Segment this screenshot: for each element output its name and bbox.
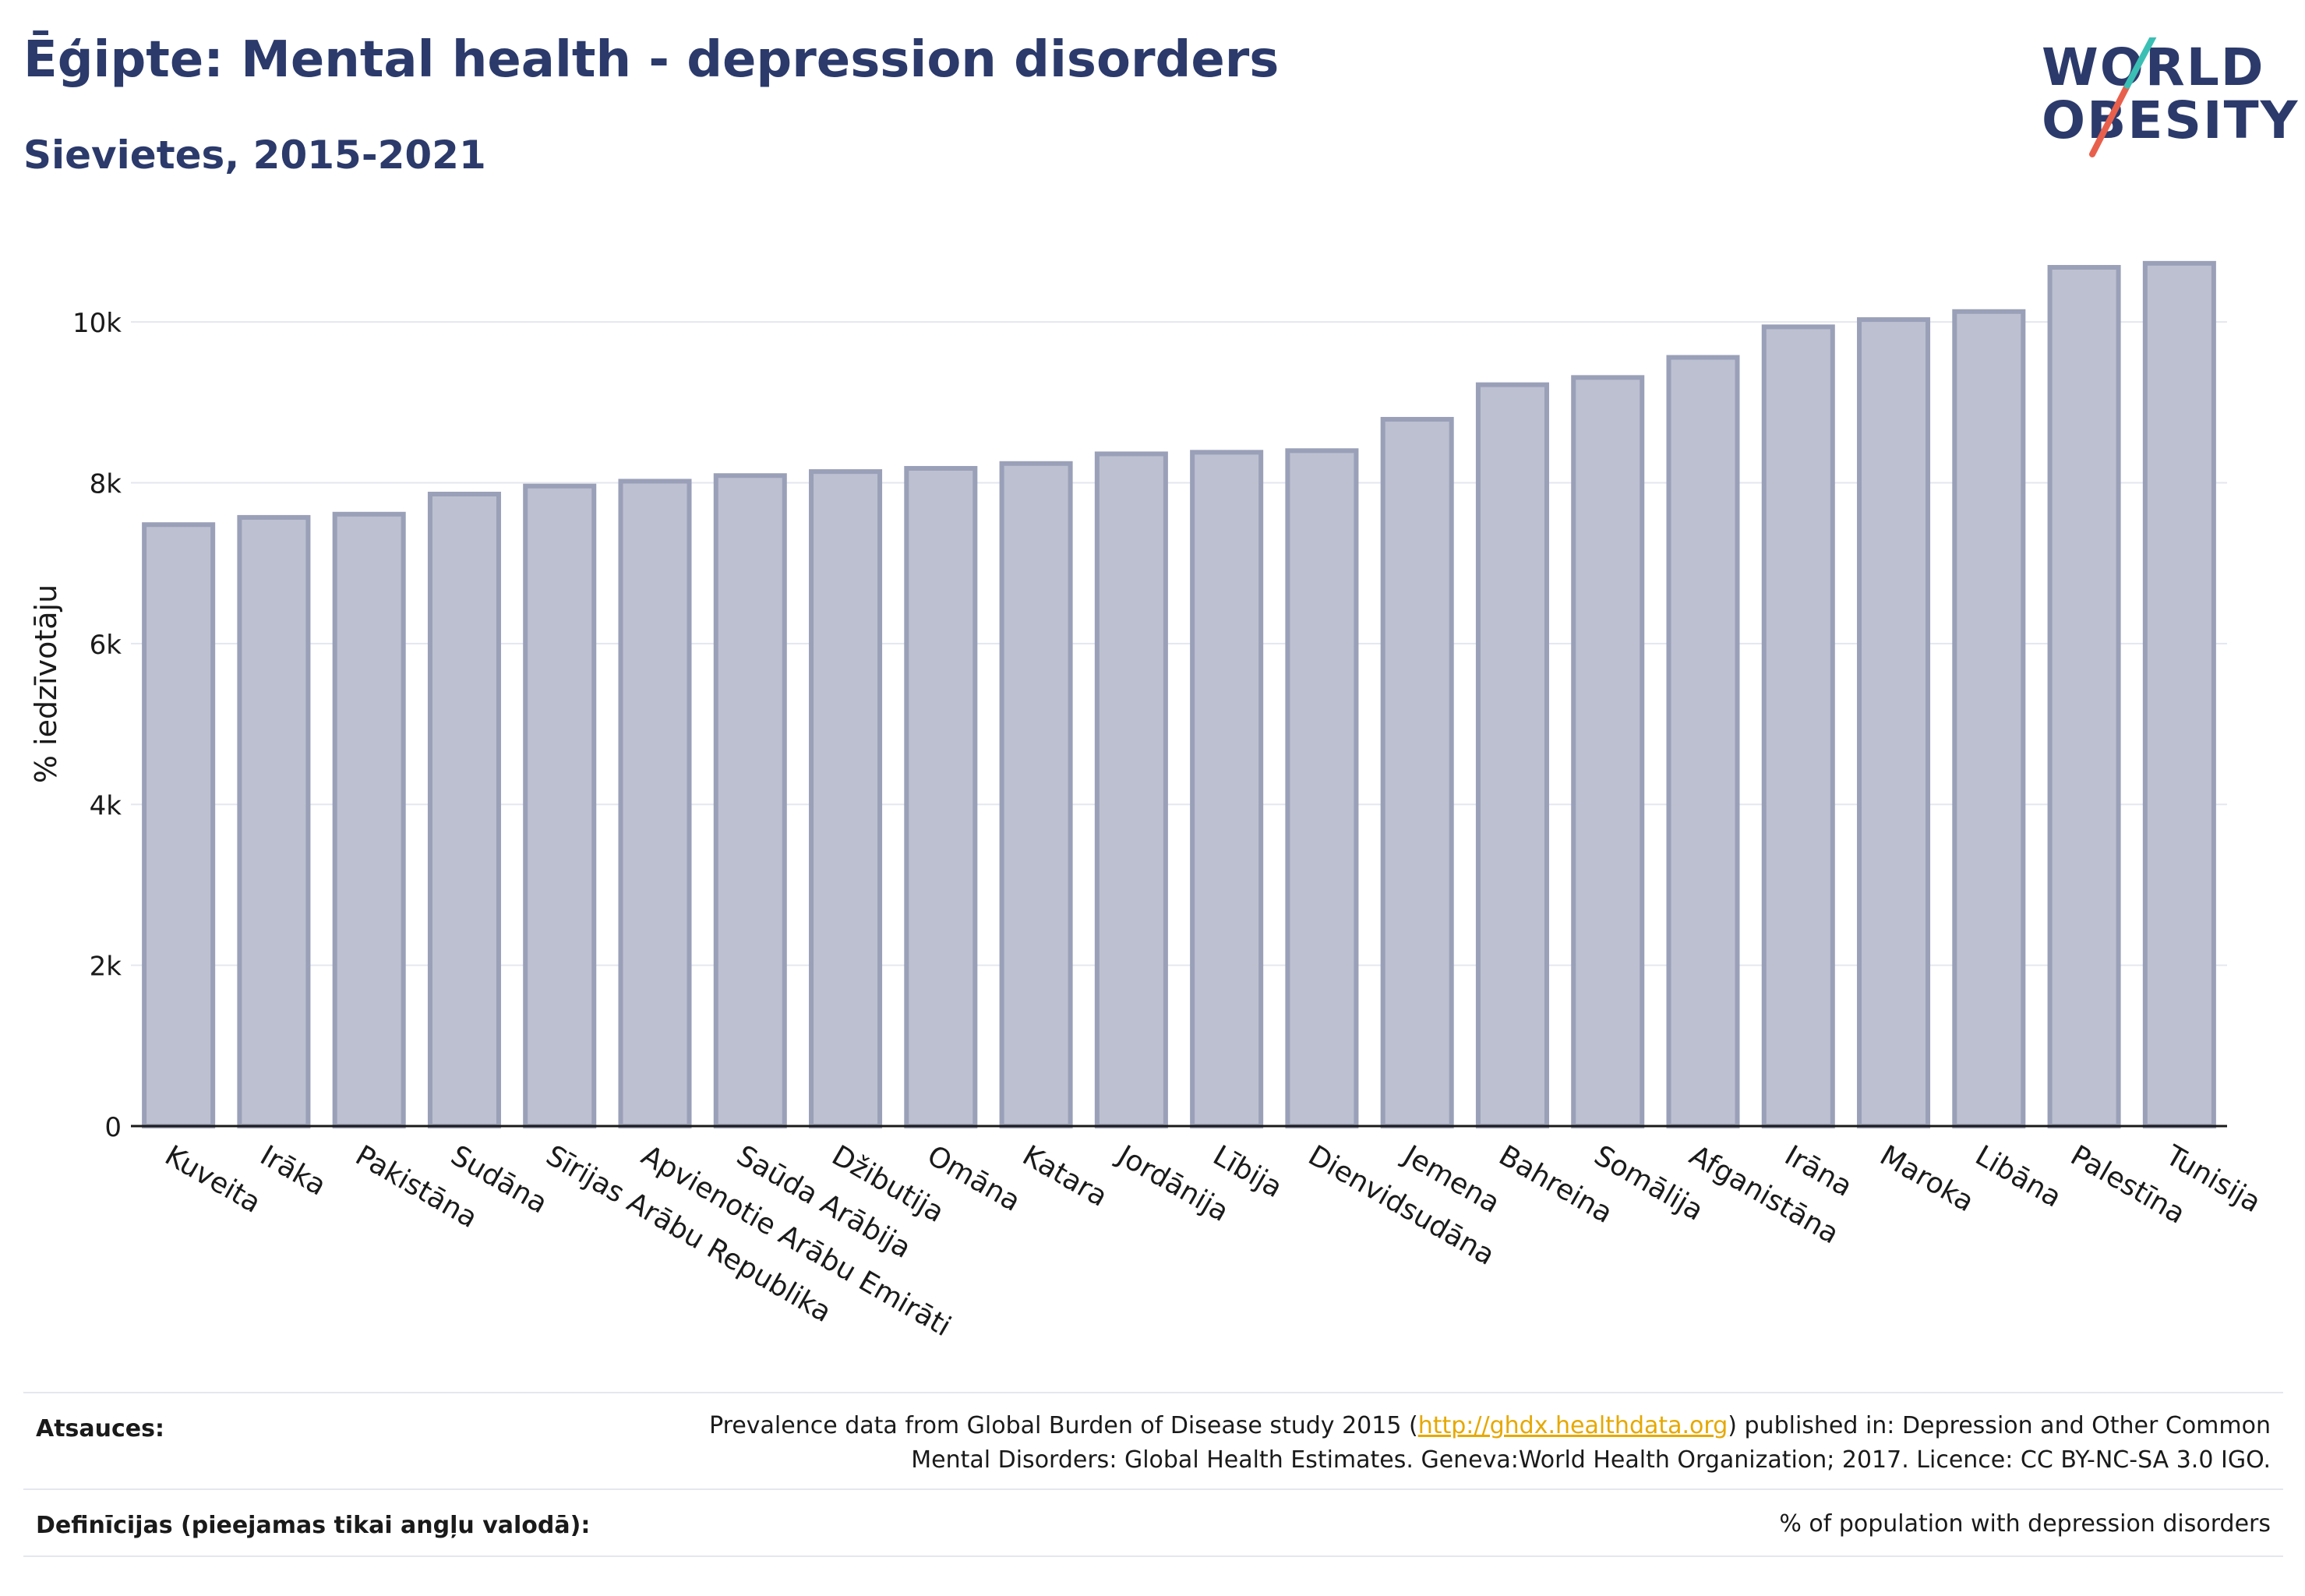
chart-title: Ēģipte: Mental health - depression disor… xyxy=(23,31,1280,89)
bar[interactable] xyxy=(2142,260,2216,1128)
y-tick-label: 10k xyxy=(72,308,122,339)
bar[interactable] xyxy=(1666,355,1740,1128)
bar[interactable] xyxy=(1571,375,1645,1129)
sources-label: Atsauces: xyxy=(36,1415,164,1442)
logo-word-obesity: OBESITY xyxy=(2042,90,2300,150)
bar[interactable] xyxy=(427,491,501,1128)
logo-slash-icon xyxy=(2089,37,2157,157)
bar[interactable] xyxy=(1094,451,1168,1128)
footer-divider-top xyxy=(23,1392,2283,1393)
y-tick-label: 2k xyxy=(90,952,122,983)
bar[interactable] xyxy=(1952,309,2026,1128)
logo-word-world: WORLD xyxy=(2042,37,2265,97)
y-tick-label: 8k xyxy=(90,469,122,500)
bar[interactable] xyxy=(1475,382,1549,1128)
sources-text-part1: Prevalence data from Global Burden of Di… xyxy=(709,1412,1418,1439)
chart-subtitle: Sievietes, 2015-2021 xyxy=(23,132,486,178)
x-tick-label: Maroka xyxy=(1875,1139,1979,1218)
y-axis-label: % iedzīvotāju xyxy=(29,584,63,783)
bar[interactable] xyxy=(1761,324,1835,1129)
bar[interactable] xyxy=(1285,448,1359,1129)
bar[interactable] xyxy=(809,469,883,1129)
sources-text-part2: ) published in: Depression and Other Com… xyxy=(1728,1412,2271,1439)
definitions-label: Definīcijas (pieejamas tikai angļu valod… xyxy=(36,1512,591,1539)
y-tick-label: 4k xyxy=(90,790,122,821)
y-tick-label: 0 xyxy=(104,1112,122,1143)
bar[interactable] xyxy=(1380,417,1454,1129)
x-tick-label: Irāka xyxy=(255,1139,331,1202)
bar[interactable] xyxy=(713,473,787,1128)
footer-definitions: Definīcijas (pieejamas tikai angļu valod… xyxy=(23,1488,2283,1555)
sources-text-part3: Mental Disorders: Global Health Estimate… xyxy=(911,1446,2271,1474)
definitions-text: % of population with depression disorder… xyxy=(1779,1510,2271,1538)
bar[interactable] xyxy=(2047,265,2121,1128)
bar[interactable] xyxy=(904,465,978,1128)
sources-link[interactable]: http://ghdx.healthdata.org xyxy=(1417,1412,1728,1439)
bar[interactable] xyxy=(618,478,692,1128)
x-tick-label: Kuveita xyxy=(160,1139,267,1220)
bar[interactable] xyxy=(1857,317,1931,1129)
x-tick-label: Katara xyxy=(1017,1139,1113,1213)
footer-divider-bottom xyxy=(23,1555,2283,1557)
bar[interactable] xyxy=(332,511,406,1128)
bar[interactable] xyxy=(999,461,1073,1129)
footer-divider-middle xyxy=(23,1488,2283,1490)
sources-text: Prevalence data from Global Burden of Di… xyxy=(478,1409,2271,1478)
bar[interactable] xyxy=(1190,450,1264,1128)
x-tick-label: Libāna xyxy=(1970,1139,2067,1213)
world-obesity-logo[interactable]: WORLD OBESITY xyxy=(2026,37,2297,170)
bar[interactable] xyxy=(142,522,216,1128)
bar[interactable] xyxy=(523,483,597,1128)
bar[interactable] xyxy=(237,514,311,1128)
y-tick-labels: 0 2k 4k 6k 8k 10k xyxy=(72,308,122,1143)
y-tick-label: 6k xyxy=(90,630,122,661)
footer-sources: Atsauces: Prevalence data from Global Bu… xyxy=(23,1392,2283,1488)
bars xyxy=(142,260,2216,1129)
